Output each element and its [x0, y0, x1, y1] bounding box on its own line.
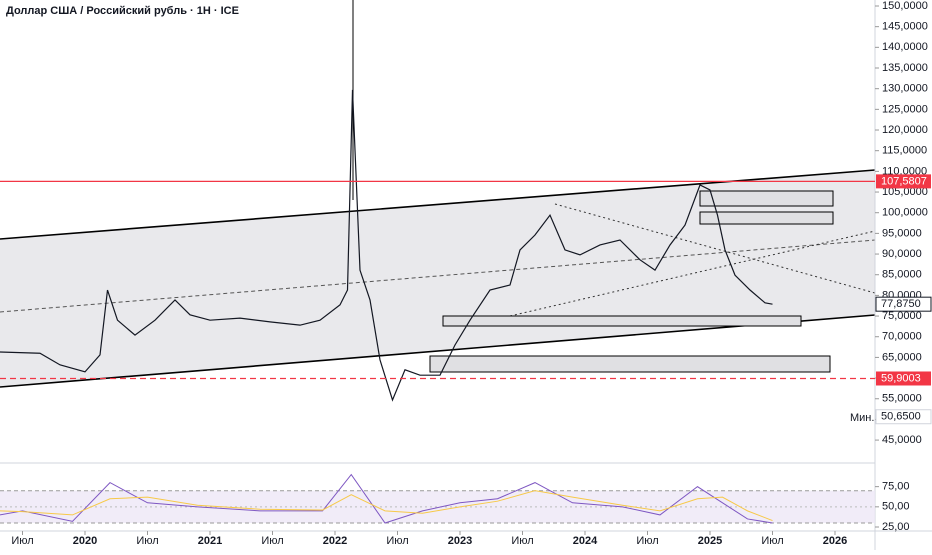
x-tick-label: 2022	[323, 535, 347, 547]
x-tick-label: 2023	[448, 535, 472, 547]
y-tick-label: 25,00	[882, 521, 910, 533]
y-tick-label: 115,0000	[882, 145, 927, 157]
y-tick-label: 90,0000	[882, 248, 922, 260]
x-tick-label: Июл	[761, 535, 783, 547]
x-tick-label: 2025	[698, 535, 722, 547]
x-tick-label: 2021	[198, 535, 222, 547]
last-badge	[875, 296, 932, 312]
y-tick-label: 70,0000	[882, 331, 922, 343]
y-tick-label: 65,0000	[882, 351, 922, 363]
last-label: 77,8750	[881, 298, 921, 310]
zone-box	[699, 211, 834, 225]
x-tick-label: 2024	[573, 535, 598, 547]
y-tick-label: 95,0000	[882, 227, 922, 239]
level-label: 107,5807	[881, 175, 927, 187]
channel-lower	[0, 314, 876, 388]
trend-dotted	[554, 203, 876, 294]
price-line	[0, 473, 773, 524]
y-tick-label: 145,0000	[882, 21, 928, 33]
y-tick-label: 130,0000	[882, 83, 928, 95]
x-tick-label: Июл	[11, 535, 33, 547]
zone-box	[699, 190, 834, 207]
min-badge	[875, 409, 932, 425]
y-tick-label: 75,00	[882, 481, 910, 493]
y-tick-label: 75,0000	[882, 310, 922, 322]
y-tick-label: 85,0000	[882, 269, 922, 281]
level-badge	[876, 174, 931, 189]
x-tick-label: 2020	[73, 535, 97, 547]
y-tick-label: 110,0000	[882, 165, 927, 177]
x-tick-label: Июл	[136, 535, 158, 547]
chart-title: Доллар США / Российский рубль · 1Н · ICE	[6, 5, 239, 17]
x-tick-label: Июл	[386, 535, 408, 547]
y-tick-label: 125,0000	[882, 103, 928, 115]
y-tick-label: 120,0000	[882, 124, 928, 136]
price-line	[0, 490, 773, 522]
level-badge	[876, 371, 931, 386]
y-tick-label: 150,0000	[882, 0, 928, 12]
x-tick-label: Июл	[261, 535, 283, 547]
zone-box	[429, 355, 831, 373]
price-line	[0, 89, 773, 402]
x-tick-label: Июл	[636, 535, 658, 547]
y-tick-label: 135,0000	[882, 62, 928, 74]
y-tick-label: 105,0000	[882, 186, 928, 198]
y-tick-label: 45,0000	[882, 434, 922, 446]
min-value: 50,6500	[881, 411, 921, 423]
y-tick-label: 140,0000	[882, 41, 928, 53]
y-tick-label: 50,00	[882, 501, 910, 513]
y-tick-label: 55,0000	[882, 393, 922, 405]
x-tick-label: Июл	[511, 535, 533, 547]
min-label: Мин.	[850, 412, 874, 424]
y-tick-label: 100,0000	[882, 207, 928, 219]
zone-box	[442, 315, 802, 327]
level-label: 59,9003	[881, 372, 921, 384]
x-tick-label: 2026	[823, 535, 847, 547]
